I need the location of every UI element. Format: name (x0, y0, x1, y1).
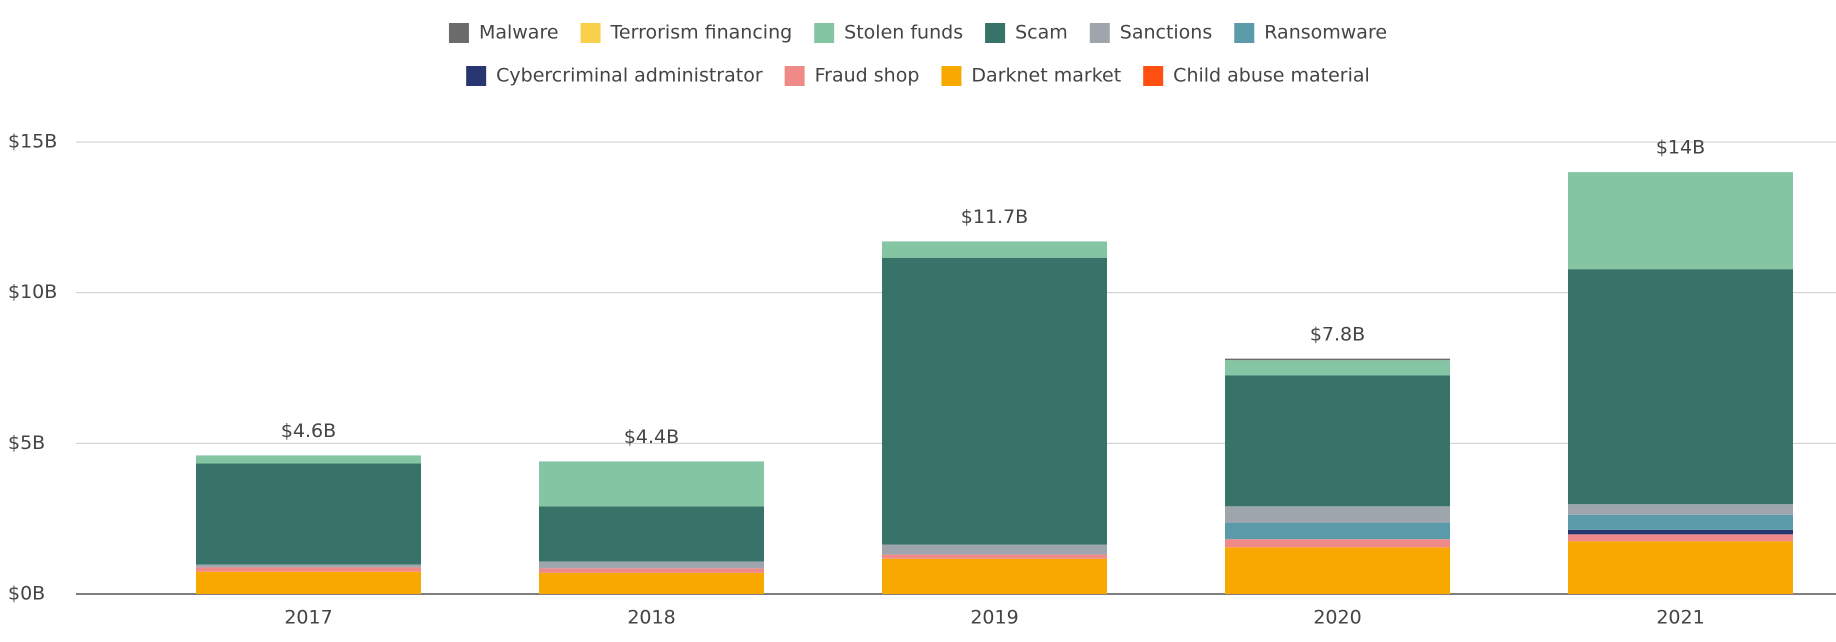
legend-swatch (1143, 66, 1164, 86)
bar-segment (1568, 172, 1793, 270)
y-tick-label: $15B (8, 131, 57, 153)
bar-segment (1568, 529, 1793, 535)
legend-label: Darknet market (971, 65, 1121, 87)
x-tick-label: 2017 (284, 607, 332, 629)
bar-segment (1568, 534, 1793, 542)
bar-segment (1568, 514, 1793, 530)
legend-swatch (1089, 23, 1110, 43)
bar-segment (1225, 375, 1450, 507)
bar-segment (1568, 269, 1793, 505)
x-tick-label: 2020 (1313, 607, 1361, 629)
legend-swatch (814, 23, 835, 43)
y-tick-label: $10B (8, 281, 57, 303)
legend-swatch (1234, 23, 1255, 43)
bar-segment (196, 455, 421, 464)
bar-segment (539, 568, 764, 573)
legend-label: Scam (1015, 22, 1068, 44)
bar-segment (882, 554, 1107, 559)
legend-label: Stolen funds (844, 22, 963, 44)
bar-segment (1568, 541, 1793, 594)
bar-segment (1225, 358, 1450, 361)
y-tick-label: $5B (8, 432, 45, 454)
bar-segment (539, 572, 764, 594)
total-label: $7.8B (1310, 323, 1365, 345)
legend-swatch (941, 66, 962, 86)
legend-label: Ransomware (1264, 22, 1387, 44)
x-tick-label: 2021 (1656, 607, 1704, 629)
legend-swatch (466, 66, 487, 86)
total-label: $14B (1656, 137, 1705, 159)
bar-segment (882, 257, 1107, 545)
legend-label: Terrorism financing (610, 22, 793, 44)
bar-segment (1225, 547, 1450, 594)
legend-label: Malware (479, 22, 559, 44)
total-label: $4.6B (281, 420, 336, 442)
bar-segment (539, 561, 764, 569)
legend-swatch (784, 66, 805, 86)
total-label: $11.7B (961, 206, 1028, 228)
legend-swatch (985, 23, 1006, 43)
legend-label: Sanctions (1120, 22, 1213, 44)
legend-label: Cybercriminal administrator (496, 65, 763, 87)
x-tick-label: 2018 (627, 607, 675, 629)
bar-segment (1225, 360, 1450, 376)
legend-swatch (580, 23, 601, 43)
bar-segment (1568, 504, 1793, 515)
bar-segment (1225, 539, 1450, 548)
bar-segment (1225, 506, 1450, 523)
bar-segment (882, 544, 1107, 554)
x-tick-label: 2019 (970, 607, 1018, 629)
legend-label: Fraud shop (815, 65, 920, 87)
bar-segment (882, 558, 1107, 594)
bar-segment (882, 241, 1107, 258)
bar-segment (539, 506, 764, 562)
bar-segment (196, 567, 421, 572)
bar-segment (1225, 522, 1450, 540)
bar-segment (196, 571, 421, 594)
bar-segment (196, 564, 421, 567)
total-label: $4.4B (624, 426, 679, 448)
bar-segment (196, 463, 421, 565)
bar-segment (882, 553, 1107, 555)
y-tick-label: $0B (8, 583, 45, 605)
legend-swatch (448, 23, 469, 43)
bar-segment (539, 461, 764, 507)
legend-label: Child abuse material (1173, 65, 1370, 87)
